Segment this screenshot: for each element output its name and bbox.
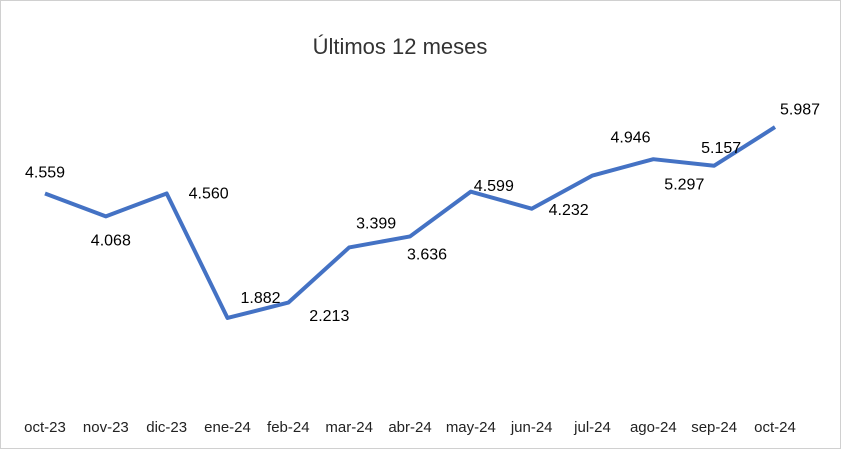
x-tick-label: sep-24 (691, 419, 737, 436)
x-tick-label: nov-23 (83, 419, 129, 436)
data-line (44, 125, 777, 320)
data-label: 4.560 (189, 186, 229, 203)
data-label: 5.297 (664, 176, 704, 193)
x-tick-label: ago-24 (630, 419, 677, 436)
x-tick-label: dic-23 (146, 419, 187, 436)
data-label: 3.636 (407, 247, 447, 264)
data-label: 4.232 (549, 202, 589, 219)
data-label: 2.213 (309, 308, 349, 325)
x-tick-label: mar-24 (325, 419, 373, 436)
data-label: 4.068 (91, 233, 131, 250)
x-tick-label: abr-24 (388, 419, 431, 436)
x-tick-label: ene-24 (204, 419, 251, 436)
x-tick-label: jul-24 (573, 419, 611, 436)
data-label: 3.399 (356, 216, 396, 233)
data-label: 4.599 (474, 178, 514, 195)
x-tick-label: jun-24 (510, 419, 553, 436)
data-label: 5.157 (701, 140, 741, 157)
data-label: 1.882 (240, 290, 280, 307)
x-tick-label: may-24 (446, 419, 496, 436)
x-tick-label: oct-24 (754, 419, 796, 436)
x-tick-label: oct-23 (24, 419, 66, 436)
data-label: 4.946 (610, 130, 650, 147)
chart-title: Últimos 12 meses (313, 34, 488, 59)
data-label: 5.987 (780, 101, 820, 118)
x-tick-label: feb-24 (267, 419, 310, 436)
data-label: 4.559 (25, 165, 65, 182)
